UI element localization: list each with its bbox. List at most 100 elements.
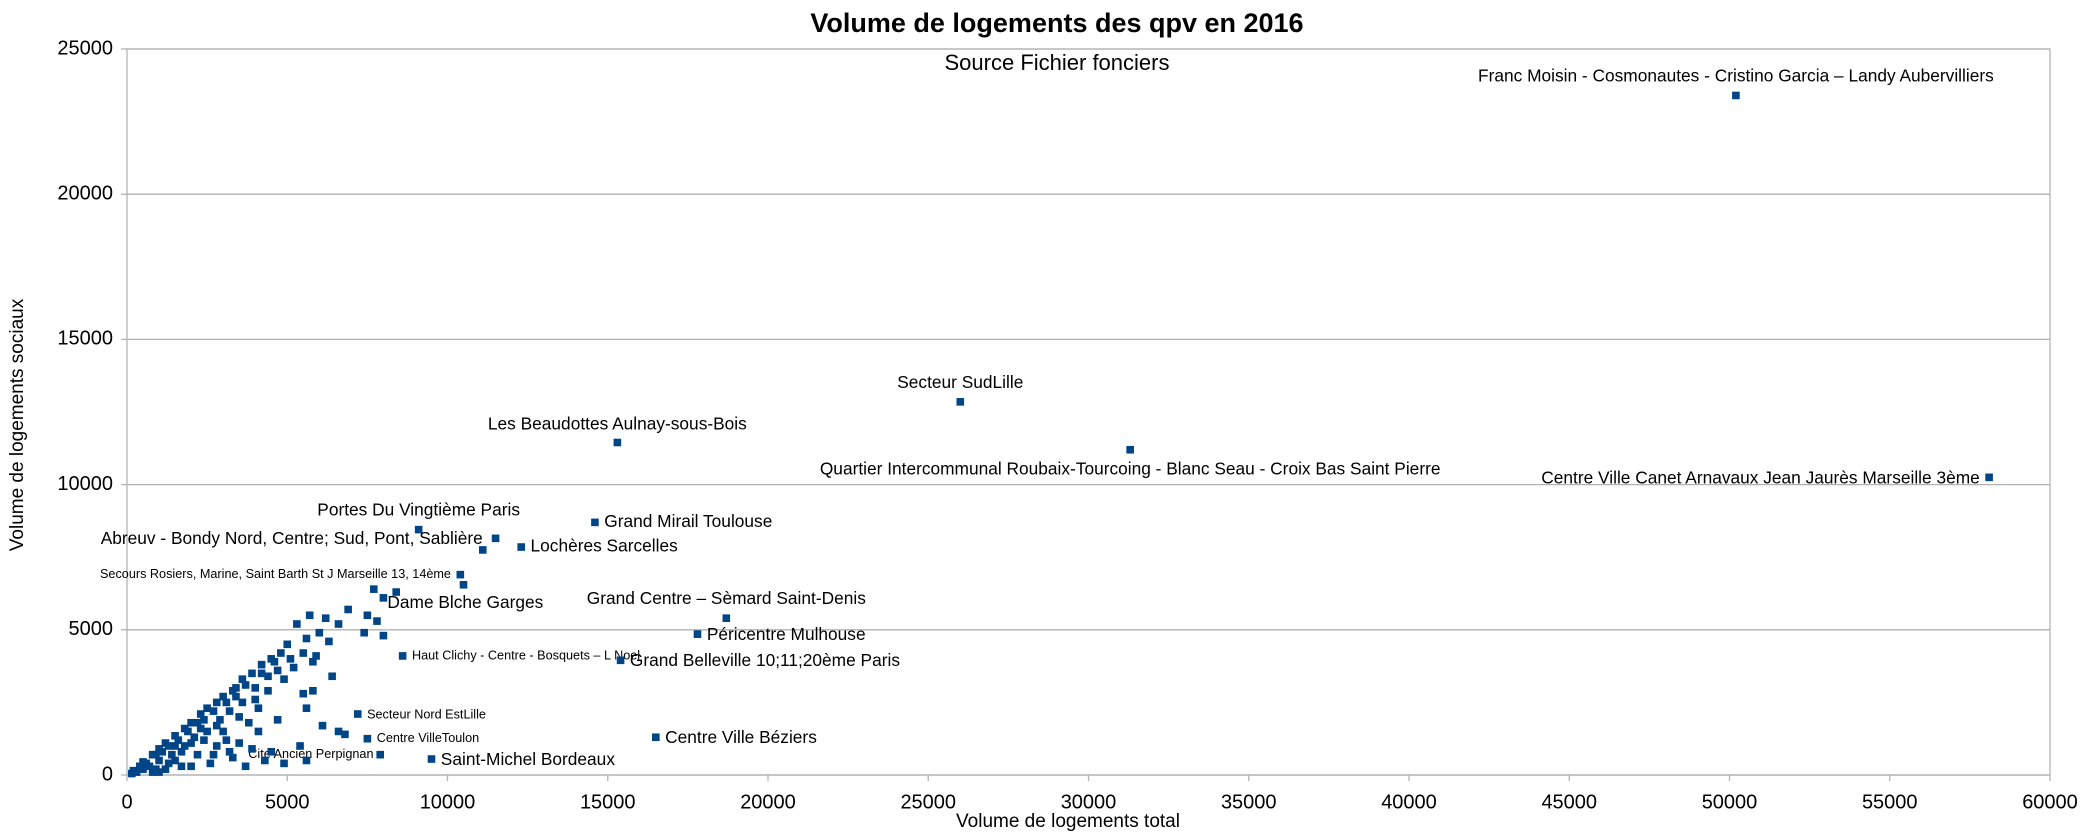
point-label: Portes Du Vingtième Paris [317, 500, 520, 520]
point [299, 649, 308, 657]
point [379, 631, 388, 640]
point-label: Lochères Sarcelles [531, 536, 679, 556]
point [273, 666, 282, 675]
point-label: Grand Centre – Sèmard Saint-Denis [587, 588, 866, 608]
point [128, 769, 136, 778]
point [341, 730, 349, 739]
y-axis-label: Volume de logements sociaux [7, 298, 28, 551]
point [1732, 91, 1740, 100]
point [334, 727, 343, 736]
point [184, 727, 192, 736]
point [209, 707, 218, 715]
point [254, 704, 263, 713]
x-tick-label: 5000 [265, 791, 310, 813]
x-tick-label: 40000 [1381, 791, 1437, 813]
point [309, 686, 317, 695]
point [286, 655, 295, 663]
point [187, 739, 195, 747]
point [280, 759, 288, 768]
x-tick-label: 50000 [1702, 791, 1758, 813]
point [296, 742, 304, 750]
point-label: Dame Blche Garges [387, 592, 543, 612]
point [398, 652, 407, 660]
point [318, 721, 327, 730]
point [225, 747, 234, 756]
point [225, 707, 234, 715]
point [228, 753, 237, 762]
point [270, 657, 279, 666]
point-label: Centre Ville Canet Arnavaux Jean Jaurès … [1541, 467, 1980, 487]
point [363, 734, 372, 743]
x-tick-label: 60000 [2022, 791, 2078, 813]
point-label: Haut Clichy - Centre - Bosquets – L Noel [412, 648, 640, 662]
point [241, 681, 250, 689]
point-label: Les Beaudottes Aulnay-sous-Bois [488, 414, 747, 434]
point [309, 657, 317, 666]
x-tick-label: 45000 [1541, 791, 1597, 813]
point [222, 698, 231, 707]
point-label: Franc Moisin - Cosmonautes - Cristino Ga… [1478, 65, 1994, 85]
point [168, 750, 176, 759]
point [379, 594, 388, 602]
point [238, 698, 247, 707]
point-label: Quartier Intercommunal Roubaix-Tourcoing… [820, 458, 1441, 478]
point [293, 620, 301, 628]
point [193, 750, 202, 759]
point [373, 617, 381, 625]
point [190, 733, 199, 742]
y-tick-label: 15000 [57, 328, 113, 350]
point [206, 759, 215, 768]
x-tick-label: 0 [121, 791, 132, 813]
point [491, 534, 500, 543]
point [235, 713, 243, 721]
point [136, 762, 144, 771]
point [251, 695, 259, 704]
point [187, 718, 195, 727]
point [613, 438, 622, 447]
point-label: Grand Mirail Toulouse [604, 511, 772, 531]
point [219, 727, 227, 736]
point [219, 692, 227, 701]
point [344, 605, 352, 614]
point [161, 765, 170, 773]
point [517, 543, 526, 551]
point [693, 630, 702, 638]
point [264, 672, 272, 681]
point [164, 742, 173, 750]
point [616, 656, 625, 665]
point [196, 710, 205, 718]
point [203, 727, 211, 736]
point-label: Secteur SudLille [897, 372, 1023, 392]
point [200, 736, 208, 744]
point [325, 637, 333, 646]
point [209, 750, 218, 759]
point [232, 684, 240, 692]
point [360, 628, 368, 637]
point [1985, 473, 1993, 482]
y-tick-label: 0 [102, 763, 113, 785]
point [722, 614, 731, 622]
y-tick-label: 20000 [57, 182, 113, 204]
point [277, 649, 285, 657]
point-label: Secteur Nord EstLille [367, 708, 486, 722]
x-tick-label: 20000 [740, 791, 796, 813]
point [312, 652, 320, 660]
point [251, 684, 259, 692]
point [257, 669, 266, 678]
point [299, 689, 308, 698]
chart-subtitle: Source Fichier fonciers [945, 50, 1170, 75]
point [427, 755, 436, 763]
x-tick-label: 30000 [1061, 791, 1117, 813]
point [200, 716, 208, 724]
point [302, 634, 311, 643]
point [193, 718, 202, 727]
point [212, 698, 221, 707]
point [180, 742, 189, 750]
point [177, 762, 186, 771]
point [392, 588, 401, 596]
point [334, 620, 343, 628]
chart-title: Volume de logements des qpv en 2016 [810, 8, 1303, 38]
point [158, 747, 167, 756]
point [261, 756, 269, 765]
